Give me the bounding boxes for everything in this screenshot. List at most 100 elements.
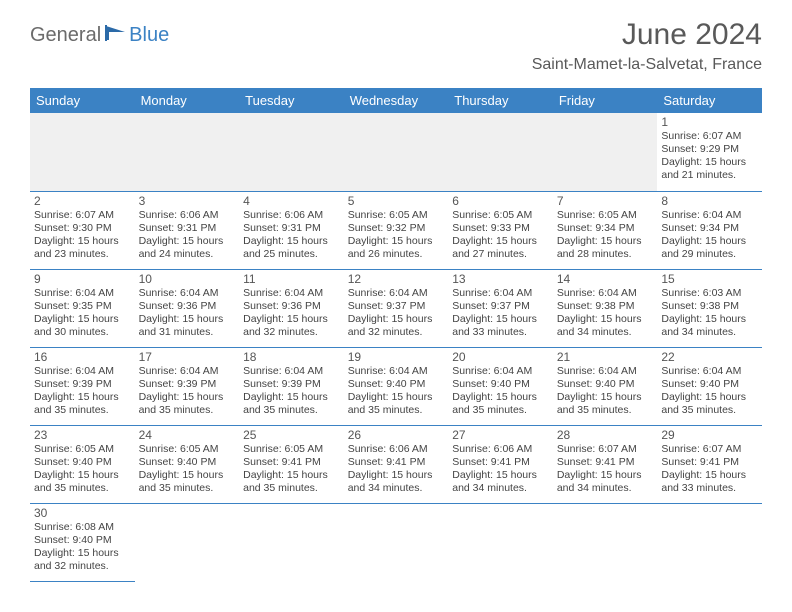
calendar-cell: 13Sunrise: 6:04 AMSunset: 9:37 PMDayligh… <box>448 269 553 347</box>
cell-detail: Sunrise: 6:04 AM <box>34 365 131 378</box>
calendar-row: 2Sunrise: 6:07 AMSunset: 9:30 PM Daylight… <box>30 191 762 269</box>
cell-detail: Daylight: 15 hours <box>348 235 445 248</box>
day-number: 26 <box>348 428 445 442</box>
cell-detail: and 24 minutes. <box>139 248 236 261</box>
calendar-cell: 25Sunrise: 6:05 AMSunset: 9:41 PMDayligh… <box>239 425 344 503</box>
day-number: 7 <box>557 194 654 208</box>
calendar-cell: 15Sunrise: 6:03 AMSunset: 9:38 PMDayligh… <box>657 269 762 347</box>
calendar-body: 1Sunrise: 6:07 AMSunset: 9:29 PMDaylight… <box>30 113 762 581</box>
cell-detail: Daylight: 15 hours <box>34 391 131 404</box>
cell-detail: Sunrise: 6:04 AM <box>452 365 549 378</box>
calendar-row: 1Sunrise: 6:07 AMSunset: 9:29 PMDaylight… <box>30 113 762 191</box>
cell-detail: Sunset: 9:37 PM <box>348 300 445 313</box>
calendar-cell: 20Sunrise: 6:04 AMSunset: 9:40 PMDayligh… <box>448 347 553 425</box>
day-number: 18 <box>243 350 340 364</box>
day-number: 2 <box>34 194 131 208</box>
cell-detail: and 28 minutes. <box>557 248 654 261</box>
cell-detail: Sunrise: 6:05 AM <box>139 443 236 456</box>
cell-detail: Daylight: 15 hours <box>139 391 236 404</box>
calendar-row: 16Sunrise: 6:04 AMSunset: 9:39 PMDayligh… <box>30 347 762 425</box>
cell-detail: Sunset: 9:34 PM <box>557 222 654 235</box>
calendar-cell <box>553 113 658 191</box>
cell-detail: and 34 minutes. <box>452 482 549 495</box>
cell-detail: Sunrise: 6:04 AM <box>557 287 654 300</box>
calendar-cell: 18Sunrise: 6:04 AMSunset: 9:39 PMDayligh… <box>239 347 344 425</box>
cell-detail: Sunset: 9:40 PM <box>34 534 131 547</box>
calendar-cell <box>448 503 553 581</box>
cell-detail: Daylight: 15 hours <box>348 469 445 482</box>
cell-detail: Sunset: 9:41 PM <box>661 456 758 469</box>
cell-detail: Sunrise: 6:04 AM <box>243 365 340 378</box>
cell-detail: and 34 minutes. <box>348 482 445 495</box>
cell-detail: Sunrise: 6:05 AM <box>34 443 131 456</box>
calendar-cell: 27Sunrise: 6:06 AMSunset: 9:41 PMDayligh… <box>448 425 553 503</box>
day-number: 25 <box>243 428 340 442</box>
cell-detail: and 27 minutes. <box>452 248 549 261</box>
cell-detail: Daylight: 15 hours <box>34 313 131 326</box>
cell-detail: Sunrise: 6:04 AM <box>348 365 445 378</box>
cell-detail: Sunrise: 6:04 AM <box>452 287 549 300</box>
cell-detail: Daylight: 15 hours <box>243 391 340 404</box>
day-number: 6 <box>452 194 549 208</box>
day-header: Sunday <box>30 88 135 113</box>
cell-detail: Sunrise: 6:08 AM <box>34 521 131 534</box>
day-number: 11 <box>243 272 340 286</box>
calendar-cell <box>344 113 449 191</box>
calendar-cell <box>657 503 762 581</box>
day-number: 29 <box>661 428 758 442</box>
day-header: Tuesday <box>239 88 344 113</box>
day-header: Monday <box>135 88 240 113</box>
cell-detail: Daylight: 15 hours <box>661 469 758 482</box>
cell-detail: and 34 minutes. <box>557 326 654 339</box>
calendar-cell: 29Sunrise: 6:07 AMSunset: 9:41 PMDayligh… <box>657 425 762 503</box>
cell-detail: and 35 minutes. <box>243 404 340 417</box>
cell-detail: and 29 minutes. <box>661 248 758 261</box>
calendar-cell: 6Sunrise: 6:05 AMSunset: 9:33 PMDaylight… <box>448 191 553 269</box>
cell-detail: Daylight: 15 hours <box>557 469 654 482</box>
day-header-row: Sunday Monday Tuesday Wednesday Thursday… <box>30 88 762 113</box>
cell-detail: Sunrise: 6:07 AM <box>661 130 758 143</box>
location-subtitle: Saint-Mamet-la-Salvetat, France <box>532 56 762 74</box>
cell-detail: Sunset: 9:32 PM <box>348 222 445 235</box>
cell-detail: Sunset: 9:30 PM <box>34 222 131 235</box>
calendar-cell: 1Sunrise: 6:07 AMSunset: 9:29 PMDaylight… <box>657 113 762 191</box>
cell-detail: and 23 minutes. <box>34 248 131 261</box>
cell-detail: Sunset: 9:31 PM <box>139 222 236 235</box>
cell-detail: Sunrise: 6:04 AM <box>243 287 340 300</box>
cell-detail: Sunrise: 6:07 AM <box>557 443 654 456</box>
header: General Blue June 2024 Saint-Mamet-la-Sa… <box>0 0 792 82</box>
cell-detail: Sunrise: 6:07 AM <box>661 443 758 456</box>
cell-detail: and 34 minutes. <box>557 482 654 495</box>
logo-flag-icon <box>105 24 127 47</box>
cell-detail: Sunset: 9:41 PM <box>452 456 549 469</box>
calendar-cell: 22Sunrise: 6:04 AMSunset: 9:40 PMDayligh… <box>657 347 762 425</box>
cell-detail: Sunset: 9:33 PM <box>452 222 549 235</box>
cell-detail: Sunrise: 6:05 AM <box>348 209 445 222</box>
cell-detail: Daylight: 15 hours <box>452 391 549 404</box>
day-number: 15 <box>661 272 758 286</box>
day-header: Thursday <box>448 88 553 113</box>
cell-detail: Daylight: 15 hours <box>452 469 549 482</box>
cell-detail: Sunset: 9:40 PM <box>452 378 549 391</box>
title-block: June 2024 Saint-Mamet-la-Salvetat, Franc… <box>532 18 762 74</box>
day-number: 19 <box>348 350 445 364</box>
cell-detail: Daylight: 15 hours <box>139 235 236 248</box>
calendar-cell <box>448 113 553 191</box>
cell-detail: and 21 minutes. <box>661 169 758 182</box>
calendar-cell: 24Sunrise: 6:05 AMSunset: 9:40 PMDayligh… <box>135 425 240 503</box>
cell-detail: Sunrise: 6:03 AM <box>661 287 758 300</box>
cell-detail: and 35 minutes. <box>243 482 340 495</box>
cell-detail: Sunset: 9:40 PM <box>557 378 654 391</box>
calendar-cell <box>30 113 135 191</box>
cell-detail: Sunrise: 6:04 AM <box>557 365 654 378</box>
calendar-cell: 2Sunrise: 6:07 AMSunset: 9:30 PMDaylight… <box>30 191 135 269</box>
cell-detail: Sunset: 9:29 PM <box>661 143 758 156</box>
cell-detail: and 31 minutes. <box>139 326 236 339</box>
day-number: 14 <box>557 272 654 286</box>
cell-detail: Sunrise: 6:07 AM <box>34 209 131 222</box>
cell-detail: Daylight: 15 hours <box>661 391 758 404</box>
cell-detail: Sunrise: 6:04 AM <box>139 365 236 378</box>
cell-detail: Sunset: 9:41 PM <box>557 456 654 469</box>
cell-detail: and 33 minutes. <box>661 482 758 495</box>
cell-detail: Sunset: 9:36 PM <box>139 300 236 313</box>
